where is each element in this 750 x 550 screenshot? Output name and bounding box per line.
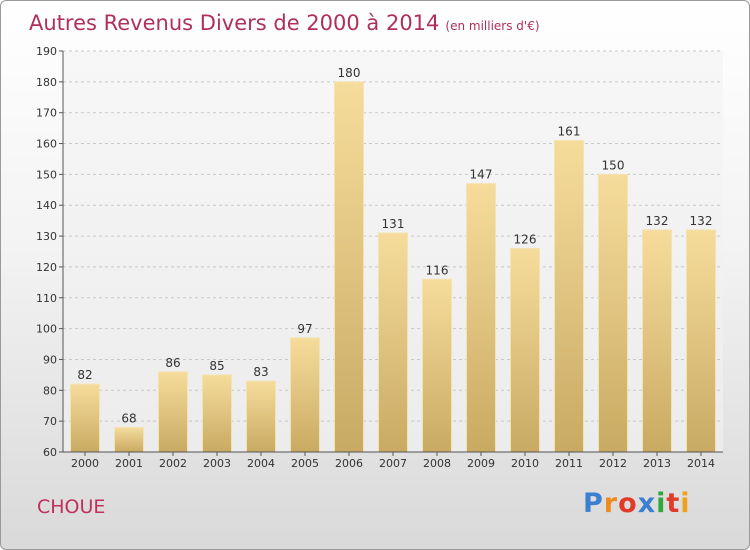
value-label: 126 [514,232,537,246]
logo-letter: i [680,488,691,519]
value-label: 85 [209,359,224,373]
x-tick-label: 2011 [555,457,583,470]
value-label: 131 [382,217,405,231]
x-tick-label: 2005 [291,457,319,470]
value-label: 132 [690,214,713,228]
logo-letter: o [618,488,638,519]
value-label: 116 [426,263,449,277]
bar [553,139,585,453]
logo-letter: x [637,488,657,519]
x-tick-label: 2007 [379,457,407,470]
x-tick-label: 2009 [467,457,495,470]
logo-letter: P [583,488,604,519]
x-tick-label: 2003 [203,457,231,470]
bar [597,173,629,453]
value-label: 86 [165,356,180,370]
bar [685,229,717,453]
y-tick-label: 190 [36,45,57,58]
y-tick-label: 140 [36,199,57,212]
chart-title: Autres Revenus Divers de 2000 à 2014 (en … [29,11,540,35]
y-tick-label: 60 [43,446,57,459]
logo-letter: t [666,488,681,519]
proxiti-logo: Proxiti [583,488,691,519]
value-label: 180 [338,66,361,80]
value-label: 97 [297,322,312,336]
y-tick-label: 150 [36,168,57,181]
y-tick-label: 110 [36,292,57,305]
x-tick-label: 2000 [71,457,99,470]
y-tick-label: 180 [36,76,57,89]
y-tick-label: 80 [43,384,57,397]
value-label: 82 [77,368,92,382]
logo-letter: r [603,488,619,519]
y-tick-label: 70 [43,415,57,428]
value-label: 150 [602,158,625,172]
bar [113,426,145,453]
x-tick-label: 2013 [643,457,671,470]
bar [333,81,365,453]
value-label: 147 [470,168,493,182]
y-tick-label: 90 [43,353,57,366]
title-text: Autres Revenus Divers de 2000 à 2014 [29,11,440,35]
y-tick-label: 100 [36,323,57,336]
y-tick-label: 120 [36,261,57,274]
value-label: 83 [253,365,268,379]
bar [157,371,189,453]
x-tick-label: 2008 [423,457,451,470]
x-tick-label: 2002 [159,457,187,470]
commune-name: CHOUE [37,496,106,518]
x-tick-label: 2001 [115,457,143,470]
value-label: 161 [558,124,581,138]
title-unit: (en milliers d'€) [445,19,540,33]
bar [377,232,409,453]
x-tick-label: 2006 [335,457,363,470]
y-tick-label: 130 [36,230,57,243]
bar [641,229,673,453]
bar [289,337,321,453]
x-tick-label: 2012 [599,457,627,470]
logo-letter: i [656,488,667,519]
y-tick-label: 170 [36,107,57,120]
value-label: 132 [646,214,669,228]
y-tick-label: 160 [36,138,57,151]
x-tick-label: 2014 [687,457,715,470]
x-tick-label: 2004 [247,457,275,470]
bar [245,380,277,453]
bar [69,383,101,453]
bar [421,278,453,453]
bar [509,247,541,453]
bar [465,183,497,453]
bar [201,374,233,453]
x-tick-label: 2010 [511,457,539,470]
value-label: 68 [121,411,136,425]
